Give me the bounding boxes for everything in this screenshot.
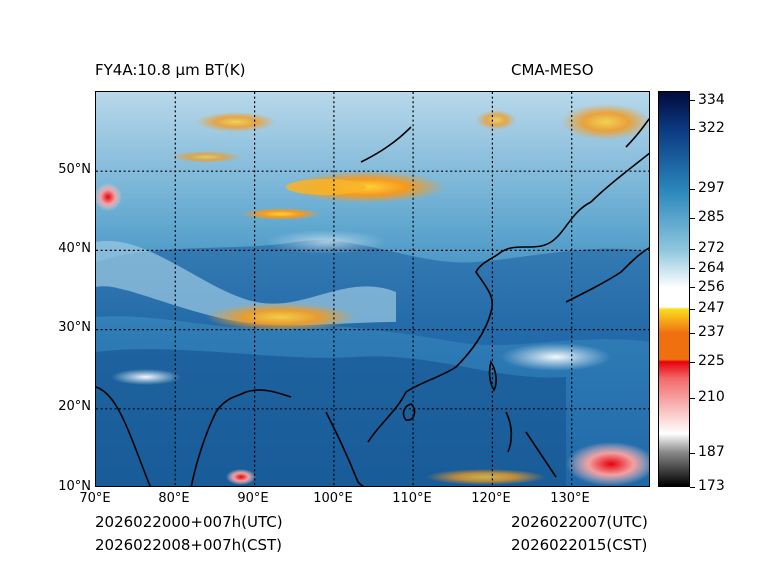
- colorbar-tick-label: 297: [698, 180, 725, 197]
- colorbar-tick-label: 187: [698, 444, 725, 461]
- colorbar-tick-mark: [690, 248, 695, 250]
- map-canvas: [96, 92, 649, 486]
- lon-tick-label: 110°E: [392, 491, 432, 506]
- lat-tick-label: 30°N: [58, 320, 91, 335]
- coast-korea: [500, 201, 592, 253]
- graticule: [96, 92, 649, 486]
- cloud-west-pacific: [501, 343, 611, 371]
- colorbar-tick-mark: [690, 332, 695, 334]
- colorbar-tick-label: 334: [698, 91, 725, 108]
- colorbar: [658, 91, 690, 487]
- init-time-utc: 2026022000+007h(UTC): [95, 513, 283, 531]
- cloud-arabian: [111, 369, 181, 385]
- colorbar-tick-mark: [690, 308, 695, 310]
- colorbar-tick-label: 173: [698, 478, 725, 494]
- model-title: CMA-MESO: [511, 61, 594, 79]
- cloud-tibet: [206, 303, 356, 331]
- coast-taiwan: [488, 360, 497, 392]
- coast-okhotsk: [625, 118, 649, 148]
- coast-japan: [565, 247, 649, 303]
- lake-baikal: [360, 126, 412, 163]
- cloud-bay-bengal: [226, 469, 256, 485]
- cloud-north-center: [476, 110, 516, 130]
- lat-tick-label: 40°N: [58, 241, 91, 256]
- coast-hainan: [402, 403, 416, 421]
- colorbar-tick-label: 322: [698, 120, 725, 137]
- colorbar-tick-mark: [690, 486, 695, 488]
- taklamakan-band: [96, 240, 396, 326]
- colorbar-tick-mark: [690, 268, 695, 270]
- colorbar-tick-label: 285: [698, 209, 725, 226]
- lon-tick-label: 80°E: [158, 491, 190, 506]
- colorbar-tick-mark: [690, 452, 695, 454]
- colorbar-tick-mark: [690, 188, 695, 190]
- colorbar-tick-label: 237: [698, 324, 725, 341]
- colorbar-tick-label: 225: [698, 353, 725, 370]
- coast-russia-east: [590, 152, 649, 203]
- valid-time-utc: 2026022007(UTC): [511, 513, 648, 531]
- southern-land-warm: [96, 349, 566, 486]
- cloud-northeast: [561, 104, 649, 140]
- init-time-cst: 2026022008+007h(CST): [95, 536, 283, 554]
- cloud-north-strip: [171, 151, 241, 163]
- convection-philippine-sea: [566, 442, 649, 486]
- coastlines: [96, 118, 649, 486]
- colorbar-tick-mark: [690, 100, 695, 102]
- colorbar-tick-mark: [690, 397, 695, 399]
- colorbar-tick-mark: [690, 128, 695, 130]
- coast-india-east: [190, 389, 292, 486]
- colorbar-tick-label: 256: [698, 278, 725, 295]
- colorbar-tick-label: 272: [698, 240, 725, 257]
- colorbar-tick-label: 264: [698, 259, 725, 276]
- lat-tick-label: 10°N: [58, 479, 91, 494]
- cloud-far-west: [96, 183, 122, 211]
- valid-time-cst: 2026022015(CST): [511, 536, 648, 554]
- coast-india-west: [96, 386, 152, 486]
- cloud-south-sea: [426, 469, 546, 485]
- cloud-north-west: [196, 112, 276, 132]
- lon-tick-label: 90°E: [237, 491, 269, 506]
- product-title: FY4A:10.8 µm BT(K): [95, 61, 246, 79]
- colorbar-tick-mark: [690, 217, 695, 219]
- colorbar-tick-mark: [690, 287, 695, 289]
- cloud-gobi: [266, 230, 386, 254]
- lat-tick-label: 50°N: [58, 162, 91, 177]
- coast-philippines-south: [525, 431, 557, 478]
- lon-tick-label: 120°E: [471, 491, 511, 506]
- cloud-band-west: [241, 208, 321, 220]
- coast-philippines: [505, 411, 513, 453]
- cloud-mongolia-core: [286, 179, 366, 195]
- colorbar-tick-mark: [690, 361, 695, 363]
- lon-tick-label: 130°E: [550, 491, 590, 506]
- colorbar-tick-label: 247: [698, 300, 725, 317]
- lon-tick-label: 70°E: [79, 491, 111, 506]
- satellite-map: [95, 91, 650, 487]
- lon-tick-label: 100°E: [313, 491, 353, 506]
- coast-china-east: [367, 251, 502, 443]
- lat-tick-label: 20°N: [58, 399, 91, 414]
- colorbar-tick-label: 210: [698, 389, 725, 406]
